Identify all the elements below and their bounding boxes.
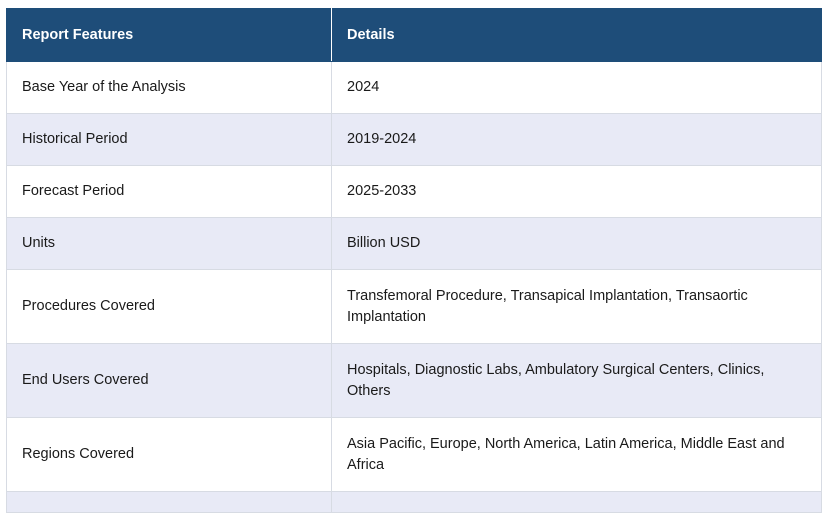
table-header: Report Features Details <box>6 8 822 62</box>
table-row: Historical Period 2019-2024 <box>6 113 822 166</box>
details-cell: 2024 <box>331 61 822 114</box>
details-cell: 2019-2024 <box>331 113 822 166</box>
report-features-table: Report Features Details Base Year of the… <box>6 8 822 513</box>
feature-cell: Forecast Period <box>6 165 332 218</box>
details-cell: Transfemoral Procedure, Transapical Impl… <box>331 269 822 344</box>
feature-cell: Regions Covered <box>6 417 332 492</box>
feature-cell: Procedures Covered <box>6 269 332 344</box>
feature-cell: Units <box>6 217 332 270</box>
table-row: Base Year of the Analysis 2024 <box>6 61 822 114</box>
details-cell-empty <box>331 491 822 513</box>
table-row: Regions Covered Asia Pacific, Europe, No… <box>6 417 822 492</box>
details-cell: Billion USD <box>331 217 822 270</box>
report-features-table-container: Report Features Details Base Year of the… <box>6 8 822 513</box>
table-row: End Users Covered Hospitals, Diagnostic … <box>6 343 822 418</box>
feature-cell: End Users Covered <box>6 343 332 418</box>
header-row: Report Features Details <box>6 8 822 62</box>
table-row: Procedures Covered Transfemoral Procedur… <box>6 269 822 344</box>
details-cell: Hospitals, Diagnostic Labs, Ambulatory S… <box>331 343 822 418</box>
table-row-partial <box>6 491 822 513</box>
feature-cell: Historical Period <box>6 113 332 166</box>
table-row: Units Billion USD <box>6 217 822 270</box>
feature-cell: Base Year of the Analysis <box>6 61 332 114</box>
table-body: Base Year of the Analysis 2024 Historica… <box>6 61 822 513</box>
feature-cell-empty <box>6 491 332 513</box>
details-cell: 2025-2033 <box>331 165 822 218</box>
header-report-features: Report Features <box>6 8 332 62</box>
table-row: Forecast Period 2025-2033 <box>6 165 822 218</box>
details-cell: Asia Pacific, Europe, North America, Lat… <box>331 417 822 492</box>
header-details: Details <box>331 8 822 62</box>
